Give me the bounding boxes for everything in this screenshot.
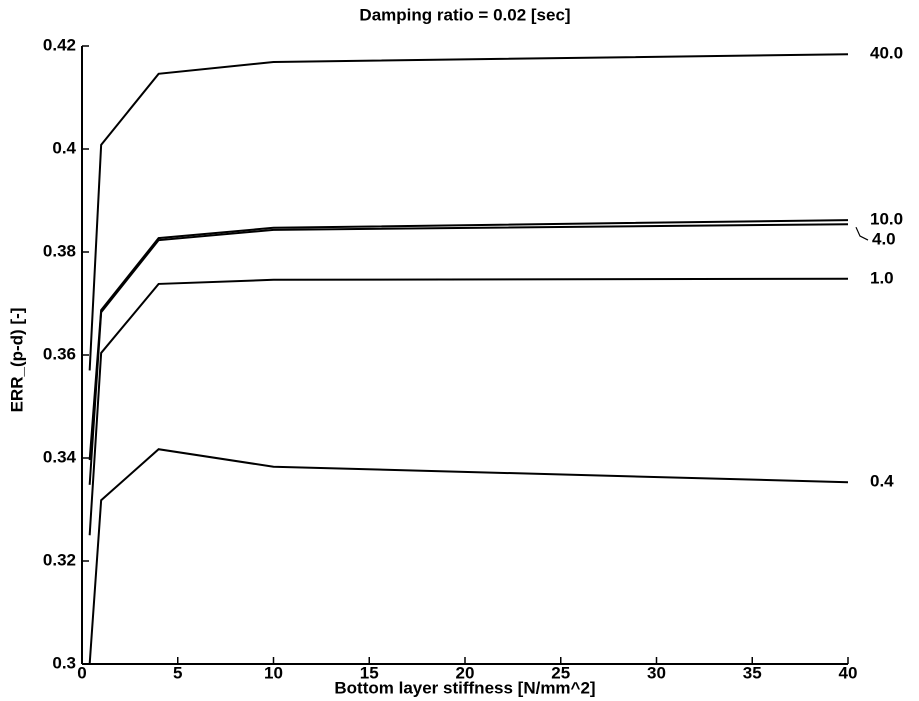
x-tick-label: 35 [743,663,762,682]
series-label: 1.0 [870,268,894,287]
series-label: 40.0 [870,44,903,63]
x-tick-label: 20 [456,663,475,682]
series-label: 10.0 [870,210,903,229]
x-tick-label: 10 [264,663,283,682]
series-line [88,219,849,461]
x-axis-label: Bottom layer stiffness [N/mm^2] [334,678,595,697]
y-tick-label: 0.32 [43,550,76,569]
series-line [88,223,849,485]
y-tick-label: 0.34 [43,447,77,466]
label-leader [855,226,869,241]
series-line [88,448,849,665]
series-line [88,277,849,536]
series-label: 4.0 [872,230,896,249]
x-tick-label: 0 [77,663,86,682]
y-tick-label: 0.36 [43,344,76,363]
y-axis-label: ERR_(p-d) [-] [7,308,26,413]
y-tick-label: 0.3 [52,653,76,672]
x-tick-label: 30 [647,663,666,682]
series-line [88,53,849,371]
x-tick-label: 40 [839,663,858,682]
y-tick-label: 0.4 [52,138,76,157]
x-tick-label: 25 [551,663,570,682]
x-tick-label: 15 [360,663,379,682]
series-label: 0.4 [870,472,894,491]
chart-title: Damping ratio = 0.02 [sec] [359,5,570,24]
y-tick-label: 0.42 [43,35,76,54]
x-tick-label: 5 [173,663,182,682]
y-tick-label: 0.38 [43,241,76,260]
